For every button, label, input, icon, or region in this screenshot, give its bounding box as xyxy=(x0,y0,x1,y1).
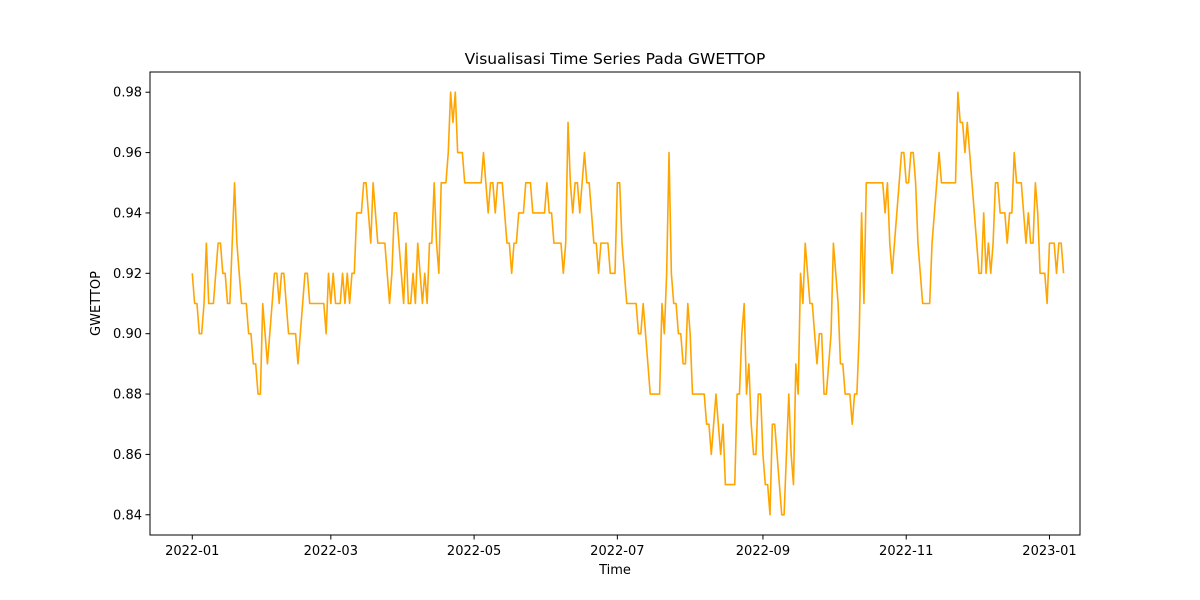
x-tick-label: 2022-01 xyxy=(165,544,219,559)
x-tick-label: 2022-07 xyxy=(590,544,644,559)
chart-title: Visualisasi Time Series Pada GWETTOP xyxy=(465,50,766,68)
y-tick-label: 0.84 xyxy=(113,508,142,523)
y-tick-label: 0.86 xyxy=(113,448,142,463)
plot-frame xyxy=(149,71,1081,536)
y-tick-label: 0.90 xyxy=(113,327,142,342)
y-tick-label: 0.98 xyxy=(113,86,142,101)
x-tick-label: 2022-09 xyxy=(736,544,790,559)
y-axis: 0.84 0.86 0.88 0.90 0.92 0.94 0.96 0.98 xyxy=(113,86,150,523)
plot-area xyxy=(191,91,1065,516)
y-tick-label: 0.96 xyxy=(113,146,142,161)
x-axis-label: Time xyxy=(598,563,631,578)
x-tick-label: 2023-01 xyxy=(1022,544,1076,559)
series-line xyxy=(191,91,1065,516)
x-tick-label: 2022-11 xyxy=(879,544,933,559)
x-tick-label: 2022-05 xyxy=(447,544,501,559)
y-tick-label: 0.88 xyxy=(113,388,142,403)
y-axis-label: GWETTOP xyxy=(89,271,104,336)
y-tick-label: 0.94 xyxy=(113,206,142,221)
x-tick-label: 2022-03 xyxy=(304,544,358,559)
x-axis: 2022-01 2022-03 2022-05 2022-07 2022-09 2022-… xyxy=(165,535,1077,559)
y-tick-label: 0.92 xyxy=(113,267,142,282)
